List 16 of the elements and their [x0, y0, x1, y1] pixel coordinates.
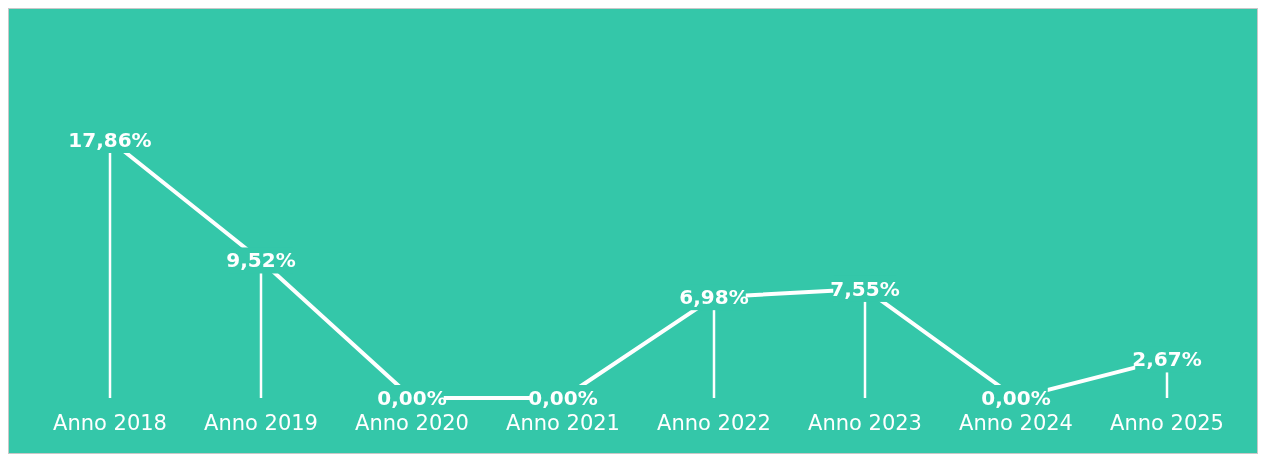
data-label: 2,67% [1132, 347, 1202, 372]
data-label: 6,98% [679, 285, 749, 310]
data-label: 0,00% [981, 386, 1051, 410]
x-tick-label: Anno 2023 [808, 411, 922, 435]
x-tick-label: Anno 2020 [355, 411, 469, 435]
data-label: 0,00% [528, 386, 598, 410]
data-label: 17,86% [68, 128, 152, 152]
data-label: 9,52% [226, 248, 296, 273]
x-tick-label: Anno 2024 [959, 411, 1073, 435]
x-tick-label: Anno 2018 [53, 411, 167, 435]
x-tick-label: Anno 2021 [506, 411, 620, 435]
x-tick-label: Anno 2025 [1110, 411, 1224, 435]
data-label: 0,00% [377, 386, 447, 410]
x-tick-label: Anno 2019 [204, 411, 318, 435]
x-tick-label: Anno 2022 [657, 411, 771, 435]
data-label: 7,55% [830, 276, 900, 301]
